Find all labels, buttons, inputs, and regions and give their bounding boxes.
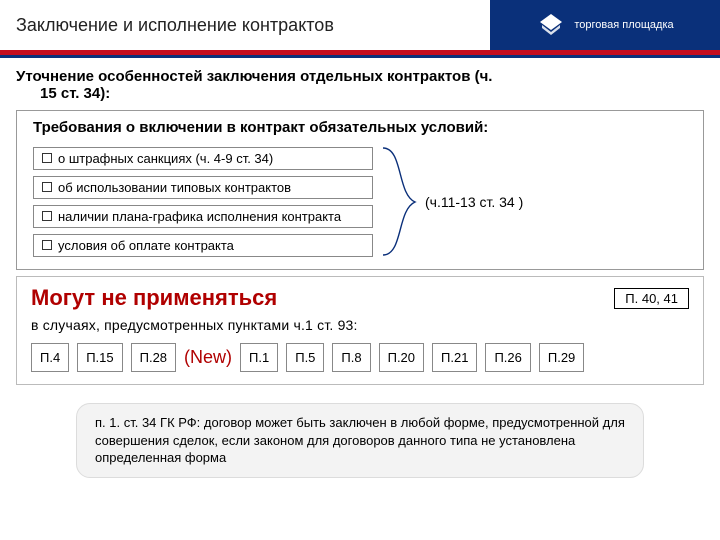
list-item-label: наличии плана-графика исполнения контрак… [58,209,341,224]
list-item: о штрафных санкциях (ч. 4-9 ст. 34) [33,147,373,170]
subtitle-line1: Уточнение особенностей заключения отдель… [16,68,492,85]
checkbox-icon [42,211,52,221]
point-badge: П.28 [131,343,176,372]
checkbox-icon [42,182,52,192]
list-item: об использовании типовых контрактов [33,176,373,199]
requirements-box: Требования о включении в контракт обязат… [16,110,704,270]
requirements-title: Требования о включении в контракт обязат… [33,119,687,136]
list-item: условия об оплате контракта [33,234,373,257]
list-item-label: о штрафных санкциях (ч. 4-9 ст. 34) [58,151,273,166]
point-badge: П.21 [432,343,477,372]
note-box: п. 1. ст. 34 ГК РФ: договор может быть з… [76,403,644,478]
requirements-list: о штрафных санкциях (ч. 4-9 ст. 34) об и… [33,147,373,257]
point-badge: П.20 [379,343,424,372]
page-title: Заключение и исполнение контрактов [0,0,490,50]
cases-text: в случаях, предусмотренных пунктами ч.1 … [31,317,689,333]
points-row: П.4 П.15 П.28 (New) П.1 П.5 П.8 П.20 П.2… [31,343,689,372]
list-item-label: об использовании типовых контрактов [58,180,291,195]
checkbox-icon [42,240,52,250]
point-badge: П.26 [485,343,530,372]
point-badge: П.8 [332,343,370,372]
bracket-label: (ч.11-13 ст. 34 ) [425,194,523,210]
point-badge: П.29 [539,343,584,372]
subtitle: Уточнение особенностей заключения отдель… [16,68,704,102]
list-item-label: условия об оплате контракта [58,238,234,253]
checkbox-icon [42,153,52,163]
may-not-apply-title: Могут не применяться [31,285,277,311]
list-item: наличии плана-графика исполнения контрак… [33,205,373,228]
may-not-apply-box: Могут не применяться П. 40, 41 в случаях… [16,276,704,385]
logo-icon [536,10,566,40]
badge-p40-41: П. 40, 41 [614,288,689,309]
new-label: (New) [184,347,232,368]
brand-text: торговая площадка [574,19,673,31]
brand-block: торговая площадка [490,0,720,50]
point-badge: П.5 [286,343,324,372]
point-badge: П.1 [240,343,278,372]
header: Заключение и исполнение контрактов торго… [0,0,720,50]
subtitle-line2: 15 ст. 34): [16,85,110,102]
point-badge: П.4 [31,343,69,372]
point-badge: П.15 [77,343,122,372]
bracket-icon [379,144,419,259]
